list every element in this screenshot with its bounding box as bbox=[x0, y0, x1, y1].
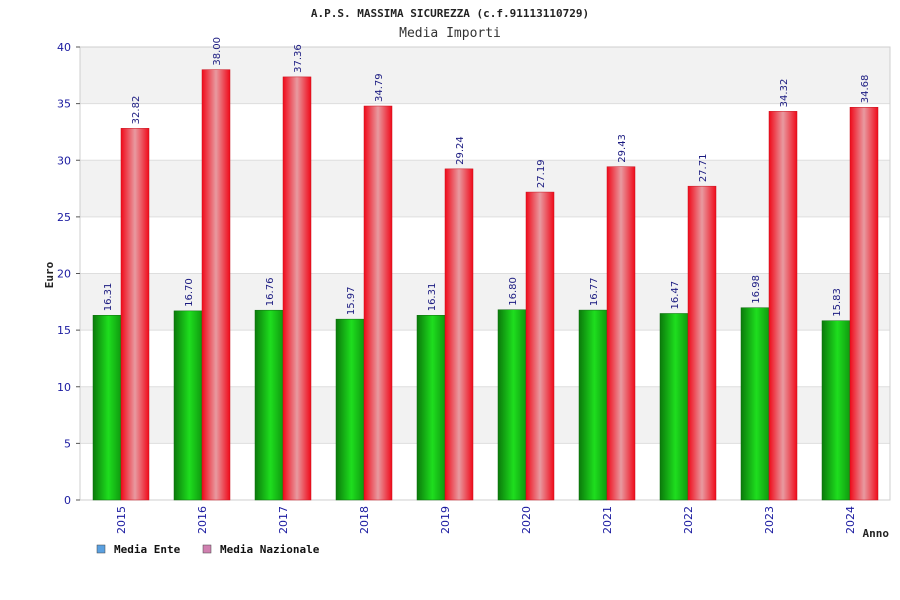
data-label-media-ente: 15.83 bbox=[832, 288, 843, 317]
data-label-media-ente: 16.31 bbox=[103, 283, 114, 312]
bar-media-nazionale bbox=[282, 76, 312, 501]
y-axis-ticks: 0 5 10 15 20 25 30 35 40 bbox=[57, 41, 80, 507]
data-label-media-nazionale: 38.00 bbox=[212, 37, 223, 66]
legend: Media Ente Media Nazionale bbox=[96, 543, 320, 556]
y-tick-label: 20 bbox=[57, 268, 71, 281]
x-tick-label: 2016 bbox=[196, 506, 209, 534]
y-tick-label: 10 bbox=[57, 381, 71, 394]
x-tick-label: 2015 bbox=[115, 506, 128, 534]
data-label-media-ente: 16.70 bbox=[184, 278, 195, 307]
legend-swatch bbox=[96, 544, 106, 554]
x-axis-ticks: 2015 2016 2017 2018 2019 2020 2021 2022 2023 2024 bbox=[115, 506, 857, 534]
y-tick-label: 0 bbox=[64, 494, 71, 507]
data-label-media-ente: 16.31 bbox=[427, 283, 438, 312]
bar-media-nazionale bbox=[525, 191, 555, 501]
bar-media-ente bbox=[821, 320, 851, 501]
data-label-media-nazionale: 29.24 bbox=[455, 136, 466, 165]
chart-title: A.P.S. MASSIMA SICUREZZA (c.f.9111311072… bbox=[311, 7, 589, 20]
x-tick-label: 2021 bbox=[601, 506, 614, 534]
y-tick-label: 30 bbox=[57, 154, 71, 167]
data-label-media-nazionale: 34.68 bbox=[860, 75, 871, 104]
bar-media-ente bbox=[497, 309, 527, 501]
data-label-media-ente: 16.47 bbox=[670, 281, 681, 310]
data-label-media-ente: 16.80 bbox=[508, 277, 519, 306]
plot-band bbox=[80, 160, 890, 217]
bar-media-nazionale bbox=[849, 106, 879, 501]
bar-media-ente bbox=[416, 315, 446, 501]
x-tick-label: 2017 bbox=[277, 506, 290, 534]
y-tick-label: 5 bbox=[64, 437, 71, 450]
bars: 16.31 32.82 16.70 38.00 16.76 37.36 15.97 34.79… bbox=[92, 37, 879, 501]
x-tick-label: 2023 bbox=[763, 506, 776, 534]
bar-media-ente bbox=[659, 313, 689, 501]
data-label-media-ente: 16.77 bbox=[589, 277, 600, 306]
y-axis-label: Euro bbox=[43, 261, 56, 288]
bar-media-nazionale bbox=[606, 166, 636, 501]
data-label-media-nazionale: 32.82 bbox=[131, 96, 142, 125]
plot-band bbox=[80, 103, 890, 161]
bar-media-nazionale bbox=[201, 69, 231, 501]
x-tick-label: 2020 bbox=[520, 506, 533, 534]
bar-media-nazionale bbox=[444, 168, 474, 501]
bar-media-ente bbox=[740, 307, 770, 501]
data-label-media-ente: 16.98 bbox=[751, 275, 762, 304]
bar-media-ente bbox=[173, 310, 203, 501]
data-label-media-nazionale: 34.79 bbox=[374, 73, 385, 102]
data-label-media-ente: 16.76 bbox=[265, 278, 276, 307]
data-label-media-ente: 15.97 bbox=[346, 286, 357, 315]
x-tick-label: 2022 bbox=[682, 506, 695, 534]
data-label-media-nazionale: 37.36 bbox=[293, 44, 304, 73]
bar-media-ente bbox=[335, 318, 365, 501]
y-tick-label: 25 bbox=[57, 211, 71, 224]
chart-subtitle: Media Importi bbox=[399, 26, 501, 41]
x-tick-label: 2024 bbox=[844, 506, 857, 534]
bar-media-nazionale bbox=[768, 111, 798, 501]
bar-media-nazionale bbox=[363, 105, 393, 501]
legend-label: Media Ente bbox=[114, 543, 181, 556]
bar-media-ente bbox=[254, 309, 284, 501]
plot-band bbox=[80, 216, 890, 274]
bar-media-nazionale bbox=[120, 128, 150, 501]
y-tick-label: 15 bbox=[57, 324, 71, 337]
x-tick-label: 2018 bbox=[358, 506, 371, 534]
bar-media-nazionale bbox=[687, 185, 717, 501]
plot-band bbox=[80, 47, 890, 104]
data-label-media-nazionale: 29.43 bbox=[617, 134, 628, 163]
legend-label: Media Nazionale bbox=[220, 543, 320, 556]
data-label-media-nazionale: 27.19 bbox=[536, 159, 547, 188]
y-tick-label: 40 bbox=[57, 41, 71, 54]
data-label-media-nazionale: 27.71 bbox=[698, 154, 709, 183]
y-tick-label: 35 bbox=[57, 98, 71, 111]
legend-swatch bbox=[202, 544, 212, 554]
x-axis-label: Anno bbox=[863, 527, 890, 540]
data-label-media-nazionale: 34.32 bbox=[779, 79, 790, 108]
x-tick-label: 2019 bbox=[439, 506, 452, 534]
bar-media-ente bbox=[578, 309, 608, 501]
bar-media-ente bbox=[92, 315, 122, 501]
